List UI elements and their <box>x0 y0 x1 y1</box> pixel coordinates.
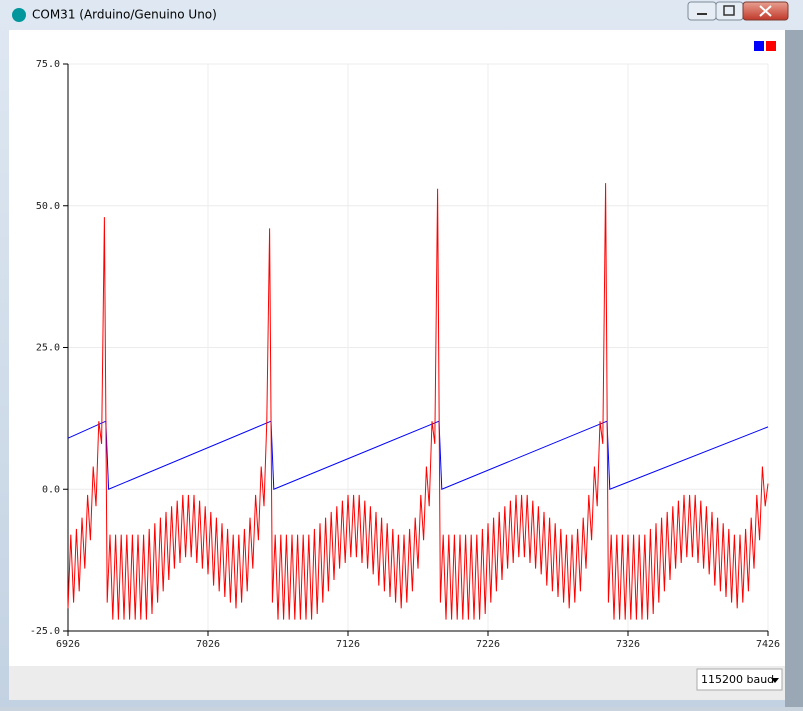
y-tick-label: 25.0 <box>36 343 60 354</box>
x-tick-label: 7326 <box>616 639 640 650</box>
x-tick-label: 7426 <box>756 639 780 650</box>
y-tick-label: 0.0 <box>42 484 60 495</box>
x-tick-label: 7226 <box>476 639 500 650</box>
legend-swatch <box>754 41 764 51</box>
close-glyph <box>759 5 772 17</box>
maximize-button[interactable] <box>715 1 744 21</box>
y-tick-label: 75.0 <box>36 59 60 70</box>
app-icon <box>12 8 26 22</box>
window-title: COM31 (Arduino/Genuino Uno) <box>32 8 217 22</box>
y-tick-label: -25.0 <box>30 626 60 637</box>
desktop-edge <box>785 30 803 707</box>
plot: 75.0 50.0 25.0 0.0 -25.0 6926 7026 7126 7226 7326… <box>30 41 780 650</box>
baud-dropdown[interactable] <box>696 668 783 691</box>
y-tick-label: 50.0 <box>36 201 60 212</box>
x-tick-label: 7026 <box>196 639 220 650</box>
dropdown-arrow <box>771 678 779 683</box>
series-line <box>67 183 769 620</box>
legend-swatch <box>766 41 776 51</box>
status-bar <box>9 666 785 700</box>
minimize-button[interactable] <box>687 1 717 21</box>
x-tick-label: 6926 <box>56 639 80 650</box>
baud-label: 115200 baud <box>701 673 774 686</box>
series-line <box>67 420 769 490</box>
maximize-glyph <box>723 5 735 16</box>
x-tick-label: 7126 <box>336 639 360 650</box>
